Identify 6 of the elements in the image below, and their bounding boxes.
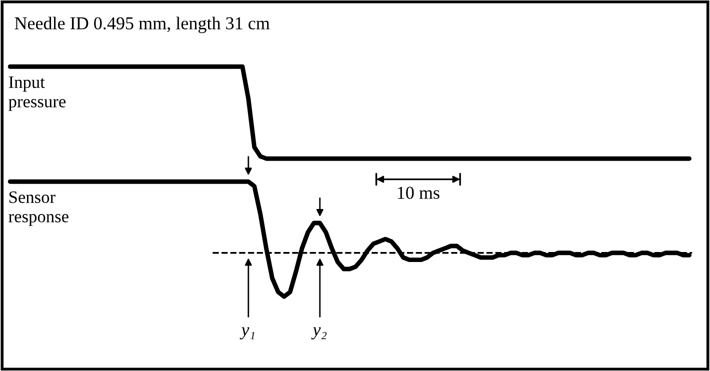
chart-title: Needle ID 0.495 mm, length 31 cm bbox=[14, 16, 270, 34]
series-label: Input pressure bbox=[8, 76, 66, 111]
series-label: Sensor response bbox=[8, 191, 68, 226]
text: y₁ bbox=[240, 327, 254, 340]
annotation: 10 ms bbox=[398, 186, 440, 199]
text: y₂ bbox=[311, 327, 327, 340]
